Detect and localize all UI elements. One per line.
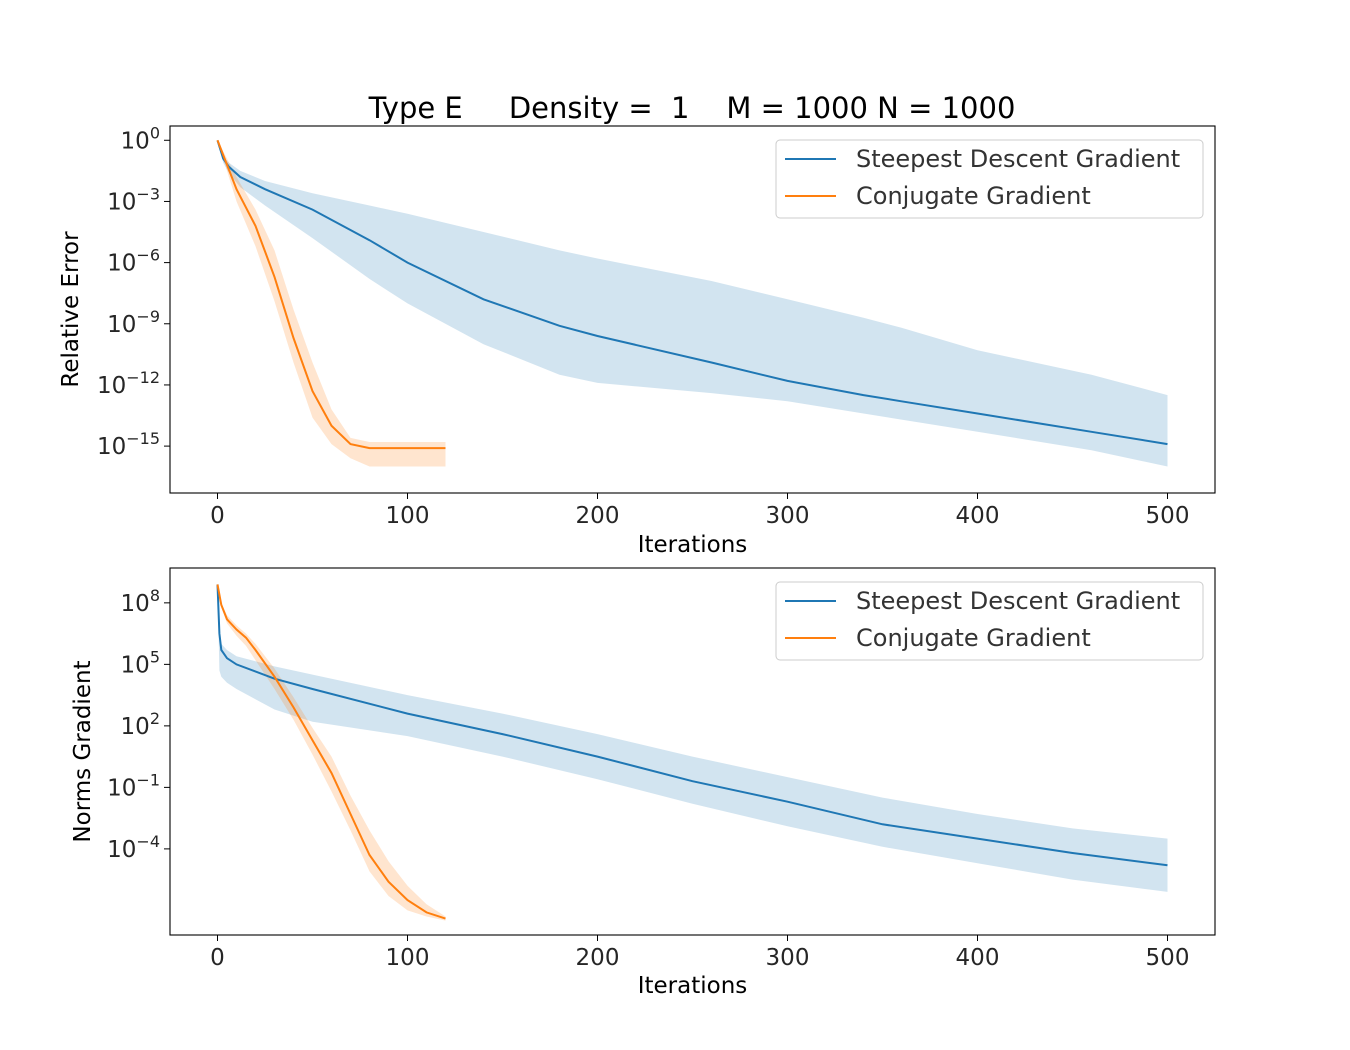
series-line-conjugate xyxy=(216,139,446,450)
y-tick-label: 10−1 xyxy=(107,770,160,801)
x-axis-label: Iterations xyxy=(638,532,748,558)
y-axis-label: Relative Error xyxy=(58,231,84,388)
y-tick-exponent: 8 xyxy=(150,586,160,605)
norms-gradient-chart: 0 100 200 300 400 50010810510210−110−4Iterati… xyxy=(70,567,1216,999)
x-axis-label: Iterations xyxy=(638,973,748,999)
axes-frame xyxy=(169,125,1216,494)
y-tick-base: 10 xyxy=(107,189,136,215)
figure-title: Type E Density = 1 M = 1000 N = 1000 xyxy=(368,91,1016,125)
axes-frame xyxy=(169,567,1216,936)
y-tick-base: 10 xyxy=(107,251,136,277)
y-tick-base: 10 xyxy=(107,775,136,801)
y-tick-exponent: −12 xyxy=(126,368,160,387)
x-tick-label: 400 xyxy=(956,945,1000,971)
y-tick-label: 105 xyxy=(121,647,160,678)
y-tick-label: 10−4 xyxy=(107,832,160,863)
y-tick-exponent: −15 xyxy=(126,429,160,448)
confidence-band-steepest xyxy=(217,584,1168,892)
x-tick-label: 500 xyxy=(1146,503,1190,529)
y-tick-exponent: −9 xyxy=(136,307,160,326)
legend-label-conjugate: Conjugate Gradient xyxy=(856,624,1091,652)
legend: Steepest Descent Gradient Conjugate Gradi… xyxy=(775,139,1204,219)
x-tick-label: 400 xyxy=(956,503,1000,529)
y-tick-exponent: −3 xyxy=(136,184,160,203)
y-tick-exponent: −4 xyxy=(136,832,160,851)
y-tick-label: 10−3 xyxy=(107,184,160,215)
y-tick-exponent: 2 xyxy=(150,709,160,728)
series-line-conjugate xyxy=(216,584,446,920)
series-line-steepest xyxy=(216,584,1168,867)
y-tick-label: 108 xyxy=(121,586,160,617)
y-tick-label: 100 xyxy=(121,123,160,154)
y-tick-base: 10 xyxy=(107,312,136,338)
series-line-steepest xyxy=(216,140,1168,446)
y-tick-label: 10−6 xyxy=(107,246,160,277)
x-tick-label: 0 xyxy=(210,503,225,529)
y-tick-base: 10 xyxy=(121,591,150,617)
x-tick-label: 0 xyxy=(210,945,225,971)
y-tick-base: 10 xyxy=(97,373,126,399)
y-tick-base: 10 xyxy=(107,837,136,863)
y-tick-label: 102 xyxy=(121,709,160,740)
y-tick-base: 10 xyxy=(121,128,150,154)
y-tick-exponent: −1 xyxy=(136,770,160,789)
legend: Steepest Descent Gradient Conjugate Gradi… xyxy=(775,581,1204,661)
x-tick-label: 100 xyxy=(386,503,430,529)
y-tick-label: 10−12 xyxy=(97,368,160,399)
x-tick-label: 200 xyxy=(576,945,620,971)
legend-label-steepest: Steepest Descent Gradient xyxy=(856,587,1180,615)
x-tick-label: 200 xyxy=(576,503,620,529)
legend-box xyxy=(775,581,1204,661)
legend-label-steepest: Steepest Descent Gradient xyxy=(856,145,1180,173)
y-tick-base: 10 xyxy=(97,434,126,460)
y-axis-label: Norms Gradient xyxy=(70,660,96,842)
confidence-band-conjugate xyxy=(217,584,446,921)
y-tick-label: 10−9 xyxy=(107,307,160,338)
y-tick-base: 10 xyxy=(121,714,150,740)
x-tick-label: 500 xyxy=(1146,945,1190,971)
relative-error-chart: 0 100 200 300 400 50010010−310−610−910−1210−1… xyxy=(58,123,1216,558)
legend-box xyxy=(775,139,1204,219)
x-tick-label: 300 xyxy=(766,945,810,971)
y-tick-base: 10 xyxy=(121,652,150,678)
x-tick-label: 300 xyxy=(766,503,810,529)
y-tick-exponent: −6 xyxy=(136,246,160,265)
y-tick-exponent: 0 xyxy=(150,123,160,142)
legend-label-conjugate: Conjugate Gradient xyxy=(856,182,1091,210)
confidence-band-steepest xyxy=(217,140,1168,467)
x-tick-label: 100 xyxy=(386,945,430,971)
y-tick-exponent: 5 xyxy=(150,647,160,666)
y-tick-label: 10−15 xyxy=(97,429,160,460)
